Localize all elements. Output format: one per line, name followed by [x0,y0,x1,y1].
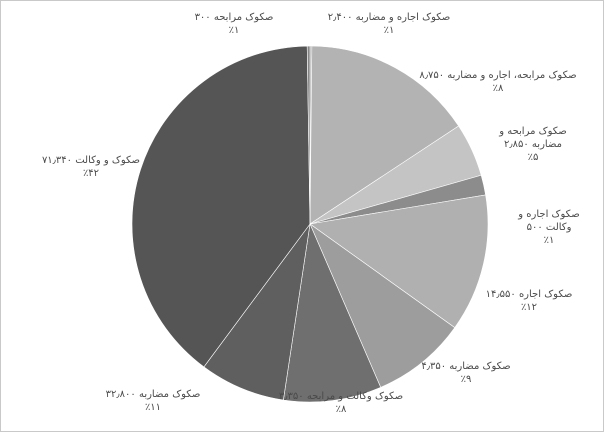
pie-slice [306,45,311,225]
pie-slice [309,194,489,329]
data-label-line: صکوک وکالت و مرابحه ۳٫۳۵۰ [279,391,403,402]
data-label-line: صکوک و وکالت ۷۱٫۳۴۰ [42,155,140,166]
data-label-line: صکوک مرابحه ۳۰۰ [195,12,274,23]
data-label-line: ٪۱۱ [145,402,161,413]
data-label: صکوک مرابحه، اجاره و مضاربه ۸٫۷۵۰ ٪۸ [419,70,576,94]
data-label-line: صکوک مرابحه و [498,126,567,137]
data-label-line: ٪۱ [384,25,395,36]
data-label: صکوک اجاره و مضاربه ۲٫۴۰۰ ٪۱ [328,12,451,36]
data-label-line: صکوک اجاره ۱۴٫۵۵۰ [486,289,573,300]
data-label-line: صکوک مرابحه، اجاره و مضاربه ۸٫۷۵۰ [419,70,576,81]
data-label-line: صکوک اجاره و مضاربه ۲٫۴۰۰ [328,12,451,23]
data-label-line: ٪۱ [544,235,555,246]
data-label: صکوک مرابحه و مضاربه ۲٫۸۵۰ ٪۵ [498,126,567,163]
data-label-line: صکوک اجاره و [517,209,579,220]
data-label-line: ٪۱۲ [521,302,537,313]
data-label-line: ٪۴۲ [83,168,99,179]
pie-slice [309,223,456,388]
data-label: صکوک اجاره و وکالت ۵۰۰ ٪۱ [517,209,579,246]
data-label: صکوک وکالت و مرابحه ۳٫۳۵۰ ٪۸ [279,391,403,415]
data-label: صکوک مرابحه ۳۰۰ ٪۱ [195,12,274,36]
pie-labels: صکوک اجاره و مضاربه ۲٫۴۰۰ ٪۱ صکوک مرابحه، … [42,12,580,415]
data-label-line: ٪۱ [229,25,240,36]
pie-slice [309,45,460,225]
data-label-line: ٪۸ [493,83,504,94]
data-label-line: ٪۹ [461,374,472,385]
data-label: صکوک و وکالت ۷۱٫۳۴۰ ٪۴۲ [42,155,140,179]
data-label-line: ٪۸ [336,404,347,415]
data-label: صکوک مضاربه ۳۲٫۸۰۰ ٪۱۱ [106,389,201,413]
pie-slices [131,45,489,403]
data-label-line: ٪۵ [528,152,539,163]
data-label: صکوک مضاربه ۴٫۳۵۰ ٪۹ [421,361,510,385]
pie-slice [283,222,382,403]
pie-slice [131,45,311,368]
data-label-line: صکوک مضاربه ۳۲٫۸۰۰ [106,389,201,400]
data-label-line: صکوک مضاربه ۴٫۳۵۰ [421,361,510,372]
data-label-line: مضاربه ۲٫۸۵۰ [504,139,562,150]
data-label: صکوک اجاره ۱۴٫۵۵۰ ٪۱۲ [486,289,573,313]
data-label-line: وکالت ۵۰۰ [527,222,572,233]
